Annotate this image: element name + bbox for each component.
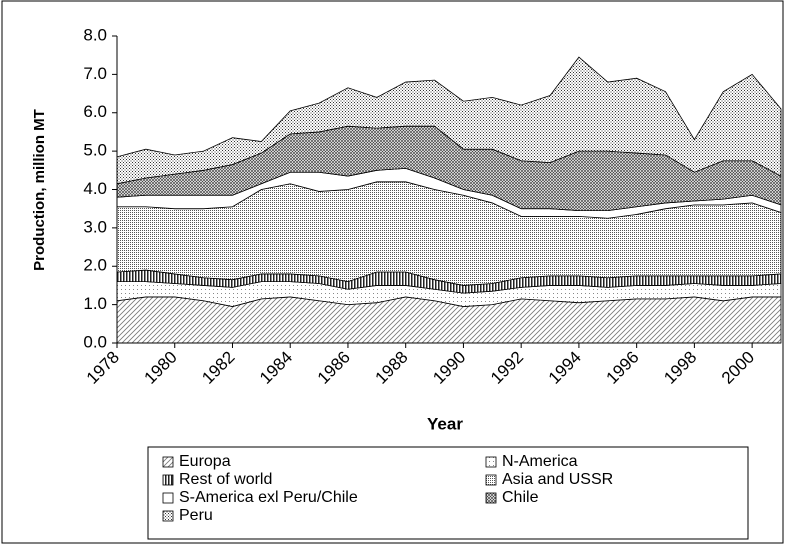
y-tick-label: 1.0 bbox=[83, 294, 107, 313]
y-axis-title: Production, million MT bbox=[31, 109, 48, 271]
legend-label: Europa bbox=[179, 453, 231, 470]
y-tick-label: 8.0 bbox=[83, 25, 107, 44]
y-tick-label: 2.0 bbox=[83, 256, 107, 275]
legend-swatch bbox=[485, 474, 497, 486]
legend-label: Peru bbox=[179, 507, 213, 524]
y-tick-label: 5.0 bbox=[83, 141, 107, 160]
legend-swatch bbox=[485, 492, 497, 504]
legend-swatch bbox=[485, 456, 497, 468]
legend-label: Rest of world bbox=[179, 471, 272, 488]
legend-label: N-America bbox=[502, 453, 578, 470]
legend-swatch bbox=[162, 474, 174, 486]
legend-label: Asia and USSR bbox=[502, 471, 613, 488]
legend-label: Chile bbox=[502, 489, 539, 506]
y-tick-label: 3.0 bbox=[83, 217, 107, 236]
y-tick-label: 6.0 bbox=[83, 102, 107, 121]
area bbox=[116, 56, 782, 185]
legend-box bbox=[147, 446, 749, 540]
legend-label: S-America exl Peru/Chile bbox=[179, 489, 358, 506]
y-tick-label: 7.0 bbox=[83, 64, 107, 83]
y-tick-label: 4.0 bbox=[83, 179, 107, 198]
legend-swatch bbox=[162, 492, 174, 504]
plot bbox=[116, 56, 782, 344]
legend-swatch bbox=[162, 456, 174, 468]
y-tick-label: 0.0 bbox=[83, 332, 107, 351]
legend-swatch bbox=[162, 510, 174, 522]
x-axis-title: Year bbox=[427, 414, 463, 433]
